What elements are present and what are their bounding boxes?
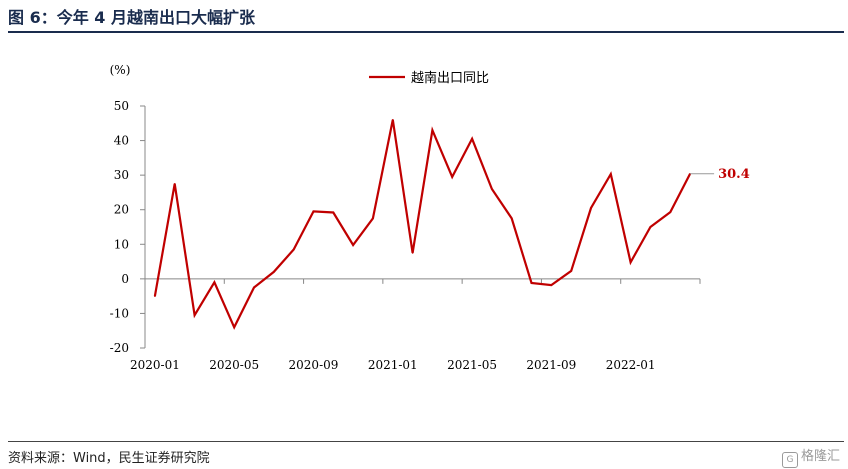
x-axis: 2020-01 2020-05 2020-09 2021-01 2021-05 2021-… (130, 278, 701, 372)
data-point (570, 270, 572, 272)
y-tick-label: 40 (114, 134, 129, 148)
data-point (154, 295, 156, 297)
source-note: 资料来源：Wind，民生证券研究院 (8, 451, 210, 466)
y-tick-label: 50 (114, 99, 129, 113)
y-axis: 50 40 30 20 10 0 -10 -20 (110, 99, 146, 355)
x-tick-label: 2022-01 (606, 358, 656, 372)
data-point (471, 138, 473, 140)
data-point (629, 261, 632, 264)
data-point (372, 217, 374, 220)
y-tick-label: -10 (110, 306, 129, 320)
footer-divider (8, 441, 844, 442)
series-line (153, 119, 692, 330)
data-point (391, 119, 394, 121)
data-point (530, 282, 533, 284)
data-point (431, 129, 434, 131)
watermark-logo-icon: G (781, 452, 798, 468)
data-point (233, 326, 235, 329)
x-tick-label: 2020-09 (289, 358, 339, 372)
x-tick-label: 2021-05 (447, 358, 497, 372)
annotation-label: 30.4 (718, 167, 750, 182)
data-point (193, 314, 196, 316)
data-point (411, 252, 414, 254)
y-axis-label: (%) (110, 63, 131, 77)
data-point (451, 176, 454, 178)
y-tick-label: 20 (114, 203, 129, 217)
title-divider (8, 31, 844, 33)
data-point (173, 182, 176, 185)
watermark: G 格隆汇 (781, 445, 840, 468)
x-tick-label: 2020-01 (130, 358, 180, 372)
x-tick-label: 2021-01 (368, 358, 418, 372)
y-tick-label: 30 (114, 168, 129, 182)
data-point (491, 188, 493, 190)
watermark-label: 格隆汇 (800, 449, 840, 464)
data-point (649, 226, 652, 228)
data-point (510, 217, 513, 220)
series-group (153, 119, 692, 330)
data-point (669, 211, 672, 213)
data-point (352, 244, 354, 246)
y-tick-label: -20 (110, 341, 129, 355)
figure-title: 图 6：今年 4 月越南出口大幅扩张 (8, 8, 255, 27)
legend-label: 越南出口同比 (411, 70, 489, 86)
y-tick-label: 10 (114, 237, 129, 251)
data-point (332, 211, 335, 214)
data-point (292, 248, 295, 251)
legend: 越南出口同比 (369, 70, 489, 86)
data-point (312, 210, 315, 213)
x-tick-label: 2020-05 (209, 358, 259, 372)
chart-area: 50 40 30 20 10 0 -10 -20 2020-01 2020-05 2020-09 2… (0, 36, 848, 440)
data-point (610, 173, 612, 175)
x-tick-label: 2021-09 (526, 358, 576, 372)
data-point (590, 207, 592, 209)
annotation-group: 30.4 (690, 167, 750, 182)
data-point (273, 271, 275, 273)
data-point (550, 284, 553, 286)
y-tick-label: 0 (121, 272, 129, 286)
data-point (213, 281, 216, 284)
data-point (253, 286, 255, 289)
